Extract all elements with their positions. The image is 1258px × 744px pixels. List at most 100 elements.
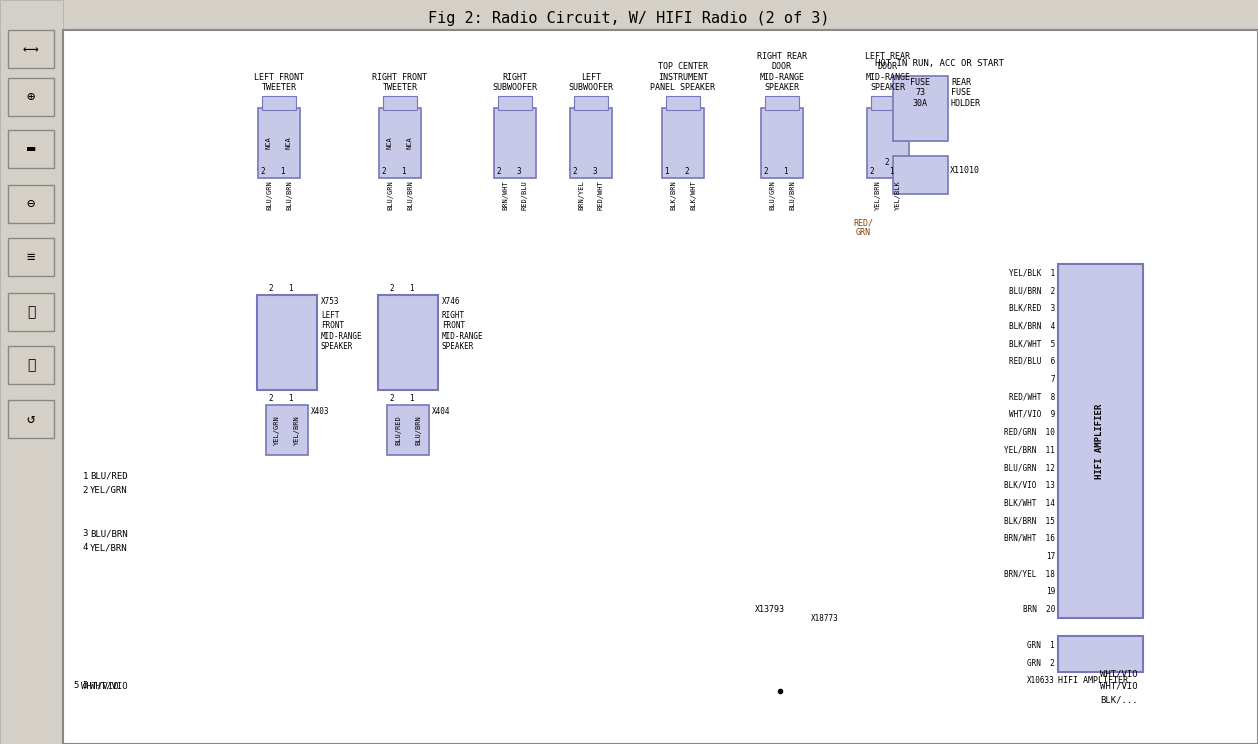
Text: X753: X753 xyxy=(321,297,340,306)
Text: GRN  2: GRN 2 xyxy=(1028,658,1055,667)
Text: 17: 17 xyxy=(1045,551,1055,560)
Text: Fig 2: Radio Circuit, W/ HIFI Radio (2 of 3): Fig 2: Radio Circuit, W/ HIFI Radio (2 o… xyxy=(428,10,830,25)
Text: 1: 1 xyxy=(664,167,669,176)
Text: ≡: ≡ xyxy=(26,250,35,264)
Text: 3: 3 xyxy=(83,530,88,539)
Text: BLU/BRN: BLU/BRN xyxy=(286,180,292,210)
Text: NCA: NCA xyxy=(286,137,292,150)
Text: YEL/BRN: YEL/BRN xyxy=(876,180,881,210)
Text: 2: 2 xyxy=(764,167,767,176)
Text: X13793: X13793 xyxy=(755,605,785,614)
Text: BLK/VIO  13: BLK/VIO 13 xyxy=(1004,481,1055,490)
Text: 1: 1 xyxy=(889,167,894,176)
Text: BLU/GRN: BLU/GRN xyxy=(769,180,775,210)
Text: 2: 2 xyxy=(381,167,386,176)
Text: 2: 2 xyxy=(390,284,394,293)
Text: GRN  1: GRN 1 xyxy=(1028,641,1055,650)
Text: YEL/BRN: YEL/BRN xyxy=(91,544,127,553)
Text: BLU/BRN: BLU/BRN xyxy=(91,530,127,539)
Text: RED/
GRN: RED/ GRN xyxy=(853,218,873,237)
Text: BLU/RED: BLU/RED xyxy=(91,472,127,481)
Text: RIGHT FRONT
TWEETER: RIGHT FRONT TWEETER xyxy=(372,73,428,92)
Text: WHT/VIO: WHT/VIO xyxy=(81,682,118,690)
Text: 1: 1 xyxy=(409,284,414,293)
Text: WHT/VIO: WHT/VIO xyxy=(1099,670,1137,679)
Bar xyxy=(262,96,296,110)
Text: X403: X403 xyxy=(311,407,330,416)
Text: 1: 1 xyxy=(288,284,293,293)
Text: 5: 5 xyxy=(83,682,88,690)
Text: WHT/VIO: WHT/VIO xyxy=(1099,682,1137,690)
Bar xyxy=(8,346,54,384)
Bar xyxy=(8,238,54,276)
Text: LEFT
FRONT
MID-RANGE
SPEAKER: LEFT FRONT MID-RANGE SPEAKER xyxy=(321,311,362,351)
Text: 2: 2 xyxy=(268,394,273,403)
Text: BLU/GRN: BLU/GRN xyxy=(387,180,392,210)
Text: BRN/WHT: BRN/WHT xyxy=(502,180,508,210)
Text: X404: X404 xyxy=(431,407,450,416)
Text: BLK/RED  3: BLK/RED 3 xyxy=(1009,304,1055,312)
Text: 3: 3 xyxy=(516,167,521,176)
Text: 5: 5 xyxy=(74,682,79,690)
Text: 1: 1 xyxy=(281,167,286,176)
Bar xyxy=(761,108,803,178)
Bar xyxy=(498,96,532,110)
Text: NCA: NCA xyxy=(265,137,272,150)
Text: YEL/BLK  1: YEL/BLK 1 xyxy=(1009,269,1055,278)
Bar xyxy=(387,405,429,455)
Text: BLU/BRN: BLU/BRN xyxy=(789,180,795,210)
Bar xyxy=(570,108,611,178)
Text: YEL/GRN: YEL/GRN xyxy=(274,415,281,445)
Text: ⊖: ⊖ xyxy=(26,197,35,211)
Text: BRN/YEL: BRN/YEL xyxy=(577,180,584,210)
Text: ⊕: ⊕ xyxy=(26,90,35,104)
Text: 19: 19 xyxy=(1045,587,1055,596)
Text: LEFT REAR
DOOR
MID-RANGE
SPEAKER: LEFT REAR DOOR MID-RANGE SPEAKER xyxy=(866,52,911,92)
Text: RIGHT
FRONT
MID-RANGE
SPEAKER: RIGHT FRONT MID-RANGE SPEAKER xyxy=(442,311,483,351)
Text: BRN/YEL  18: BRN/YEL 18 xyxy=(1004,569,1055,578)
Bar xyxy=(377,295,438,390)
Text: HIFI AMPLIFIER: HIFI AMPLIFIER xyxy=(1058,676,1128,685)
Text: 2: 2 xyxy=(390,394,394,403)
Text: BLU/RED: BLU/RED xyxy=(395,415,401,445)
Text: 4: 4 xyxy=(83,544,88,553)
Text: ✋: ✋ xyxy=(26,305,35,319)
Text: ↺: ↺ xyxy=(26,412,35,426)
Text: RED/WHT  8: RED/WHT 8 xyxy=(1009,392,1055,401)
Text: WHT/VIO  9: WHT/VIO 9 xyxy=(1009,410,1055,419)
Text: BLK/...: BLK/... xyxy=(1099,696,1137,705)
Text: 2: 2 xyxy=(684,167,689,176)
Text: X11010: X11010 xyxy=(950,166,980,175)
Text: YEL/BRN  11: YEL/BRN 11 xyxy=(1004,446,1055,455)
Text: X746: X746 xyxy=(442,297,460,306)
Bar xyxy=(893,76,949,141)
Text: RIGHT
SUBWOOFER: RIGHT SUBWOOFER xyxy=(492,73,537,92)
Bar xyxy=(871,96,905,110)
Text: HOT IN RUN, ACC OR START: HOT IN RUN, ACC OR START xyxy=(876,59,1004,68)
Bar xyxy=(8,78,54,116)
Text: 3: 3 xyxy=(593,167,598,176)
Bar xyxy=(662,108,704,178)
Text: 1: 1 xyxy=(784,167,788,176)
Text: YEL/BLK: YEL/BLK xyxy=(894,180,901,210)
Text: BLK/WHT  5: BLK/WHT 5 xyxy=(1009,339,1055,348)
Bar xyxy=(0,0,63,744)
Text: YEL/GRN: YEL/GRN xyxy=(91,486,127,495)
Bar xyxy=(382,96,416,110)
Text: RED/BLU: RED/BLU xyxy=(522,180,528,210)
Text: BLU/GRN  12: BLU/GRN 12 xyxy=(1004,463,1055,472)
Text: 1: 1 xyxy=(401,167,406,176)
Text: BLK/WHT: BLK/WHT xyxy=(689,180,696,210)
Text: ▬: ▬ xyxy=(26,142,35,156)
Bar xyxy=(8,400,54,438)
Bar xyxy=(258,108,299,178)
Text: 2: 2 xyxy=(260,167,265,176)
Bar xyxy=(379,108,421,178)
Bar xyxy=(8,185,54,223)
Text: TOP CENTER
INSTRUMENT
PANEL SPEAKER: TOP CENTER INSTRUMENT PANEL SPEAKER xyxy=(650,62,716,92)
Text: BLU/BRN: BLU/BRN xyxy=(415,415,421,445)
Bar xyxy=(8,293,54,331)
Text: WHT/VIO: WHT/VIO xyxy=(91,682,127,690)
Text: YEL/BRN: YEL/BRN xyxy=(294,415,299,445)
Bar xyxy=(665,96,699,110)
